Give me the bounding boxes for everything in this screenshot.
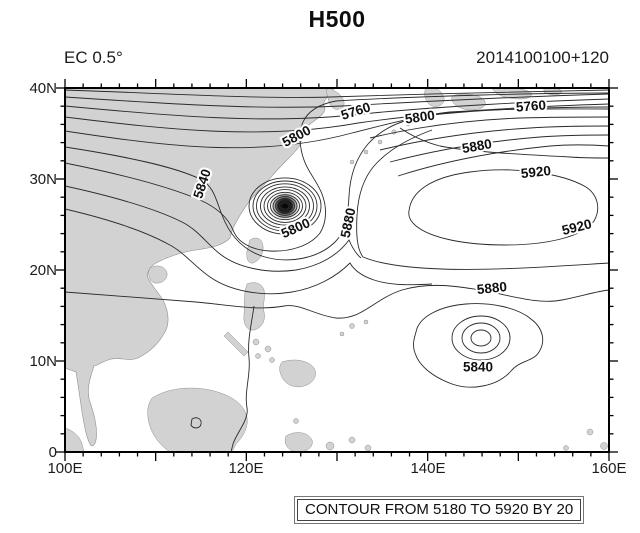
- typhoon-ring: [267, 191, 303, 221]
- typhoon-contour-rings: [248, 177, 322, 235]
- x-tick-label-160e: 160E: [591, 460, 627, 477]
- land-korea: [325, 88, 345, 110]
- typhoon-ring: [248, 177, 322, 235]
- land-island-c: [363, 319, 369, 325]
- model-label: EC 0.5°: [64, 48, 123, 67]
- chart-title: H500: [308, 6, 366, 32]
- land-speck-se-1: [586, 428, 594, 436]
- typhoon-ring: [279, 201, 291, 211]
- land-ryukyu-5: [405, 121, 411, 127]
- land-moluccas-1: [325, 441, 335, 451]
- axis-ticks: [56, 79, 618, 461]
- y-tick-label-30n: 30N: [29, 171, 57, 188]
- land-hainan: [148, 265, 168, 284]
- y-tick-label-10n: 10N: [29, 353, 57, 370]
- typhoon-core: [271, 192, 299, 220]
- land-taiwan: [246, 237, 264, 264]
- typhoon-ring: [280, 202, 290, 210]
- contour-label-5880: 5880: [461, 136, 493, 156]
- land-speck-se-2: [600, 442, 608, 450]
- typhoon-ring: [252, 180, 318, 232]
- contour-legend-text: CONTOUR FROM 5180 TO 5920 BY 20: [297, 499, 582, 521]
- land-moluccas-2: [348, 436, 356, 444]
- land-mindanao: [279, 359, 316, 388]
- land-moluccas-3: [293, 418, 299, 424]
- land-moluccas-4: [364, 444, 372, 452]
- land-sumatra: [65, 427, 85, 452]
- land-ryukyu-1: [349, 159, 355, 165]
- contour-legend-box: CONTOUR FROM 5180 TO 5920 BY 20: [294, 496, 585, 524]
- contour-lines-layer: [65, 89, 609, 452]
- init-time-label: 2014100100+120: [476, 48, 609, 67]
- land-visayas-2: [264, 345, 272, 353]
- land-island-b: [339, 331, 345, 337]
- typhoon-ring: [256, 183, 314, 229]
- contour-label-5880: 5880: [338, 207, 359, 240]
- land-visayas-1: [252, 338, 260, 346]
- typhoon-ring: [277, 199, 293, 213]
- contour-label-5920: 5920: [560, 216, 593, 238]
- y-tick-label-40n: 40N: [29, 80, 57, 97]
- contour-label-5840: 5840: [463, 360, 493, 375]
- land-japan-shikoku: [451, 93, 486, 111]
- contour-label-5920: 5920: [520, 163, 551, 181]
- land-visayas-3: [255, 353, 261, 359]
- x-tick-label-120e: 120E: [228, 460, 264, 477]
- land-ryukyu-3: [377, 139, 383, 145]
- land-japan-kyushu: [424, 88, 445, 107]
- y-tick-label-0: 0: [48, 444, 57, 461]
- x-tick-label-100e: 100E: [47, 460, 83, 477]
- land-visayas-4: [269, 357, 275, 363]
- land-palawan: [223, 331, 249, 357]
- y-tick-label-20n: 20N: [29, 262, 57, 279]
- land-sulawesi: [284, 432, 313, 452]
- land-asia-mainland: [65, 88, 335, 447]
- x-tick-label-140e: 140E: [410, 460, 446, 477]
- land-island-a: [349, 323, 355, 329]
- typhoon-ring: [272, 196, 298, 216]
- contour-label-5880: 5880: [476, 279, 507, 297]
- typhoon-ring: [263, 189, 307, 223]
- contour-label-5800: 5800: [404, 108, 436, 127]
- typhoon-ring: [270, 194, 300, 218]
- land-speck-se-3: [563, 445, 569, 451]
- land-ryukyu-2: [363, 149, 369, 155]
- land-shading-layer: [65, 88, 608, 452]
- typhoon-ring: [275, 198, 295, 214]
- typhoon-ring: [260, 186, 310, 226]
- contour-label-5760: 5760: [515, 98, 546, 115]
- land-borneo: [147, 387, 248, 452]
